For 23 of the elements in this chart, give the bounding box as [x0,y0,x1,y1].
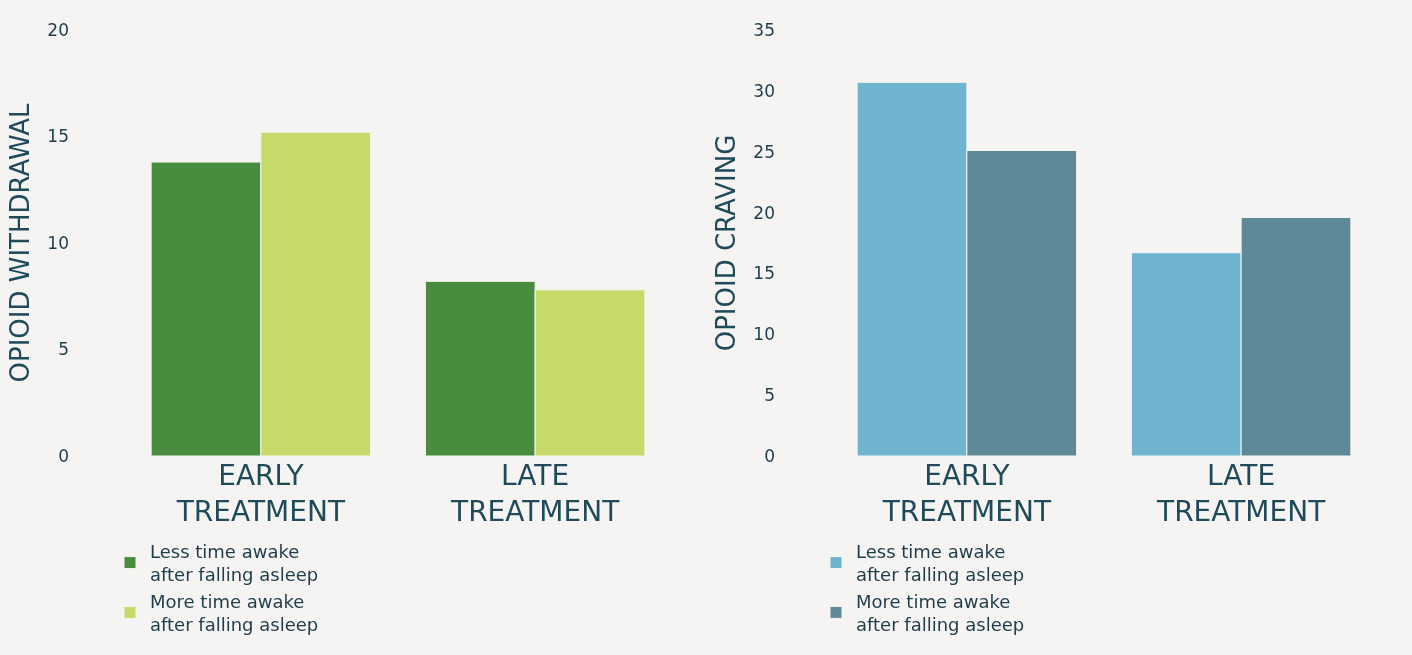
x-tick-label: LATE TREATMENT [1156,459,1327,529]
x-tick-label: EARLY TREATMENT [175,459,346,529]
y-tick-label: 10 [47,232,69,253]
y-axis-title: OPIOID CRAVING [710,134,741,352]
y-tick-label: 5 [58,339,69,360]
y-tick-label: 0 [764,445,775,466]
y-tick-label: 15 [753,263,775,284]
legend-label: Less time awake after falling asleep [150,540,319,586]
y-tick-label: 25 [753,141,775,162]
y-tick-label: 15 [47,126,69,147]
y-axis-title: OPIOID WITHDRAWAL [4,102,35,383]
y-tick-label: 30 [753,80,775,101]
legend-label: Less time awake after falling asleep [856,540,1025,586]
y-tick-label: 35 [753,19,775,40]
y-tick-label: 20 [47,19,69,40]
legend-label: More time awake after falling asleep [856,590,1025,636]
y-tick-label: 0 [58,445,69,466]
y-tick-label: 20 [753,202,775,223]
y-tick-label: 10 [753,324,775,345]
x-tick-label: EARLY TREATMENT [881,459,1052,529]
legend-label: More time awake after falling asleep [150,590,319,636]
x-tick-label: LATE TREATMENT [450,459,621,529]
y-tick-label: 5 [764,385,775,406]
